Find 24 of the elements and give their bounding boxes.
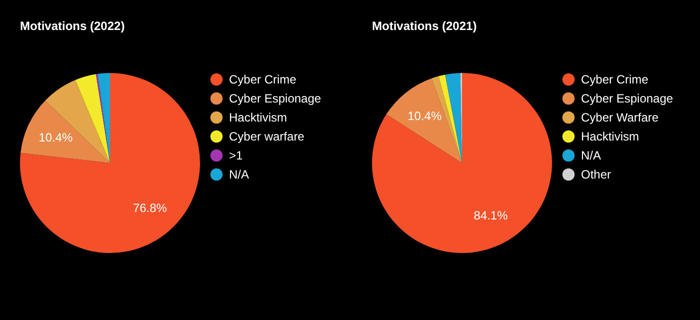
- legend-label: Cyber Warfare: [581, 110, 659, 124]
- data-label: 76.8%: [132, 200, 168, 215]
- chart-title: Motivations (2021): [372, 19, 477, 33]
- legend-label: Cyber Crime: [229, 72, 297, 86]
- pie-slice: [445, 73, 462, 163]
- legend-label: N/A: [229, 168, 250, 182]
- legend-label: Cyber Espionage: [229, 92, 322, 106]
- data-label: 10.4%: [408, 109, 442, 124]
- pie-slice: [386, 78, 462, 163]
- legend-label: Cyber Crime: [581, 72, 649, 86]
- legend-label: Cyber warfare: [229, 130, 305, 144]
- legend-label: >1: [229, 148, 244, 162]
- legend-label: Cyber Espionage: [581, 92, 674, 106]
- pie-slice: [20, 73, 200, 253]
- legend-label: N/A: [581, 148, 602, 162]
- legend-label: Other: [581, 168, 612, 182]
- data-label: 10.4%: [38, 130, 74, 144]
- chart-title: Motivations (2022): [20, 19, 125, 33]
- legend-label: Hacktivism: [581, 130, 640, 144]
- pie-slice: [75, 74, 110, 163]
- pie-slice: [372, 73, 552, 253]
- legend-label: Hacktivism: [229, 110, 288, 124]
- data-label: 84.1%: [474, 208, 508, 223]
- pie-slice: [20, 100, 110, 163]
